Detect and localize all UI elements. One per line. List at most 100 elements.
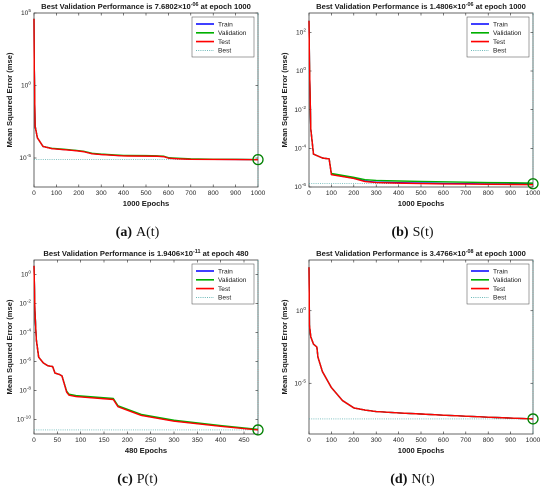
x-tick-label: 50 <box>54 437 62 444</box>
figure-caption: (d) N(t) <box>390 472 435 487</box>
legend-label-test: Test <box>493 286 505 293</box>
x-tick-label: 300 <box>168 437 179 444</box>
x-tick-label: 250 <box>145 437 156 444</box>
x-tick-label: 450 <box>238 437 249 444</box>
chart-title: Best Validation Performance is 1.9406×10… <box>43 249 248 258</box>
panel-d: Best Validation Performance is 3.4766×10… <box>275 247 550 493</box>
y-tick-label: 10-2 <box>19 299 31 308</box>
x-tick-label: 100 <box>75 437 86 444</box>
caption-letter: (d) <box>390 472 407 487</box>
y-tick-exponent: -5 <box>27 153 32 159</box>
legend-label-test: Test <box>218 286 230 293</box>
x-tick-label: 350 <box>192 437 203 444</box>
y-tick-base: 10 <box>296 308 304 315</box>
chart-a: Best Validation Performance is 7.6802×10… <box>5 2 266 240</box>
figure-caption: (c) P(t) <box>117 472 158 487</box>
x-tick-label: 700 <box>460 437 471 444</box>
chart-title-exponent: -08 <box>466 249 474 255</box>
y-tick-label: 102 <box>296 28 306 37</box>
legend-label-best: Best <box>218 295 231 302</box>
legend-label-best: Best <box>218 48 231 55</box>
y-tick-label: 100 <box>21 270 31 279</box>
panel-b: Best Validation Performance is 1.4806×10… <box>275 0 550 246</box>
y-tick-exponent: -2 <box>302 105 307 111</box>
chart-title-tail: at epoch 480 <box>201 249 249 258</box>
x-tick-label: 400 <box>393 190 404 197</box>
legend-label-train: Train <box>493 21 508 28</box>
y-tick-exponent: 0 <box>28 270 31 276</box>
x-tick-label: 700 <box>460 190 471 197</box>
chart-title-exponent: -06 <box>466 2 474 8</box>
y-tick-base: 10 <box>296 68 304 75</box>
x-tick-label: 100 <box>326 437 337 444</box>
x-tick-label: 600 <box>438 437 449 444</box>
y-tick-exponent: -6 <box>302 182 307 188</box>
caption-letter: (a) <box>116 225 133 240</box>
x-tick-label: 400 <box>393 437 404 444</box>
chart-d: Best Validation Performance is 3.4766×10… <box>280 249 541 487</box>
y-tick-label: 105 <box>21 8 31 17</box>
y-tick-exponent: -8 <box>27 386 32 392</box>
x-tick-label: 200 <box>348 437 359 444</box>
x-tick-label: 900 <box>505 437 516 444</box>
y-tick-label: 10-6 <box>19 357 31 366</box>
chart-title-tail: at epoch 1000 <box>474 249 526 258</box>
y-tick-exponent: 0 <box>303 66 306 72</box>
y-tick-label: 100 <box>296 306 306 315</box>
x-tick-label: 0 <box>307 190 311 197</box>
legend-label-train: Train <box>218 268 233 275</box>
x-tick-label: 300 <box>371 437 382 444</box>
y-tick-exponent: 0 <box>303 306 306 312</box>
chart-title: Best Validation Performance is 3.4766×10… <box>316 249 526 258</box>
y-tick-exponent: -2 <box>27 299 32 305</box>
x-tick-label: 500 <box>140 190 151 197</box>
y-tick-base: 10 <box>19 330 27 337</box>
x-tick-label: 150 <box>98 437 109 444</box>
x-tick-label: 1000 <box>526 190 541 197</box>
legend-label-validation: Validation <box>218 277 247 284</box>
x-tick-label: 800 <box>483 190 494 197</box>
chart-title-main: Best Validation Performance is 1.9406×10 <box>43 249 193 258</box>
y-tick-label: 10-5 <box>19 153 31 162</box>
caption-letter: (c) <box>117 472 133 487</box>
caption-text: A(t) <box>136 225 160 240</box>
y-tick-exponent: -5 <box>302 378 307 384</box>
x-tick-label: 900 <box>230 190 241 197</box>
y-tick-base: 10 <box>19 359 27 366</box>
chart-title: Best Validation Performance is 1.4806×10… <box>316 2 526 11</box>
chart-title: Best Validation Performance is 7.6802×10… <box>41 2 251 11</box>
y-tick-base: 10 <box>21 272 29 279</box>
y-tick-label: 10-2 <box>294 105 306 114</box>
series-line-test <box>33 265 259 431</box>
x-tick-label: 500 <box>415 190 426 197</box>
panel-c: Best Validation Performance is 1.9406×10… <box>0 247 275 493</box>
chart-title-main: Best Validation Performance is 1.4806×10 <box>316 2 466 11</box>
y-tick-base: 10 <box>21 10 29 17</box>
y-axis-label: Mean Squared Error (mse) <box>280 52 289 147</box>
y-tick-exponent: -6 <box>27 357 32 363</box>
x-tick-label: 0 <box>32 437 36 444</box>
y-tick-label: 100 <box>21 81 31 90</box>
y-tick-base: 10 <box>19 155 27 162</box>
series-line-test <box>33 18 259 161</box>
caption-letter: (b) <box>391 225 408 240</box>
y-tick-label: 10-6 <box>294 182 306 191</box>
y-tick-label: 10-10 <box>17 415 32 424</box>
chart-b: Best Validation Performance is 1.4806×10… <box>280 2 541 240</box>
panel-a: Best Validation Performance is 7.6802×10… <box>0 0 275 246</box>
y-tick-exponent: -4 <box>27 328 32 334</box>
y-tick-base: 10 <box>21 83 29 90</box>
y-tick-exponent: -10 <box>24 415 31 421</box>
y-tick-exponent: -4 <box>302 144 307 150</box>
x-tick-label: 300 <box>371 190 382 197</box>
y-tick-label: 10-4 <box>294 144 306 153</box>
chart-title-exponent: -11 <box>193 249 201 255</box>
y-tick-label: 10-4 <box>19 328 31 337</box>
series-line-test <box>308 20 534 186</box>
figure-caption: (b) S(t) <box>391 225 433 240</box>
x-tick-label: 0 <box>307 437 311 444</box>
chart-title-main: Best Validation Performance is 3.4766×10 <box>316 249 466 258</box>
caption-text: N(t) <box>411 472 435 487</box>
y-tick-base: 10 <box>294 184 302 191</box>
x-tick-label: 400 <box>215 437 226 444</box>
